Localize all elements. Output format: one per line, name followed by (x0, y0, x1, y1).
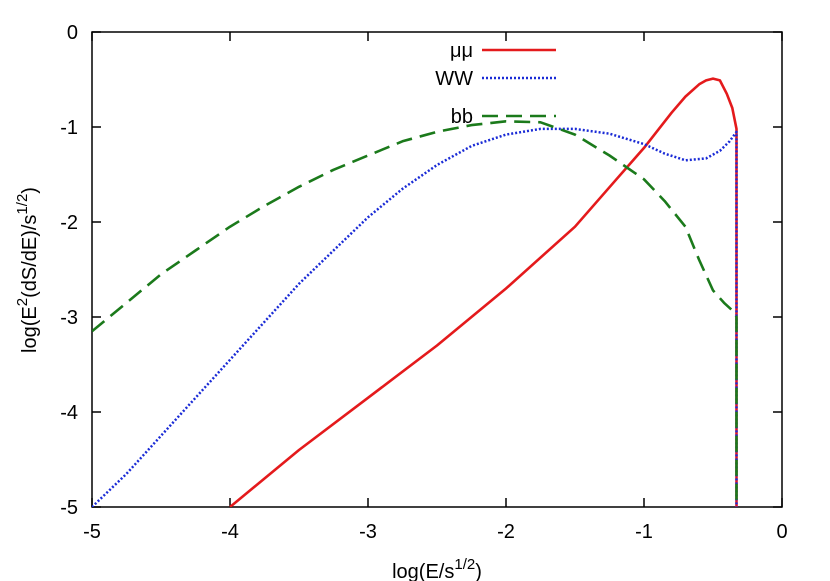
series-line-2 (92, 120, 738, 507)
plot-frame (91, 31, 783, 508)
series-line-1 (92, 127, 738, 507)
y-tick-label: -4 (60, 402, 78, 424)
x-tick-label: -4 (221, 521, 239, 543)
y-tick-label: -2 (60, 212, 78, 234)
y-tick-label: -3 (60, 307, 78, 329)
x-tick-label: -2 (497, 521, 515, 543)
x-tick-labels: -5 -4 -3 -2 -1 0 (83, 521, 787, 543)
legend-label-1: WW (435, 68, 473, 90)
legend: μμ WW bb (435, 40, 556, 128)
y-tick-label: -5 (60, 497, 78, 519)
series-layer (92, 77, 738, 507)
y-tick-label: -1 (60, 117, 78, 139)
x-tick-label: -3 (359, 521, 377, 543)
x-axis-label: log(E/s1/2) (392, 556, 482, 581)
series-line-0 (229, 77, 738, 507)
x-tick-label: -1 (635, 521, 653, 543)
x-tick-label: 0 (776, 521, 787, 543)
y-tick-label: 0 (67, 22, 78, 44)
y-axis-label: log(E2(dS/dE)/s1/2) (14, 187, 41, 353)
legend-label-2: bb (451, 106, 473, 128)
y-tick-labels: -5 -4 -3 -2 -1 0 (60, 22, 78, 519)
x-tick-label: -5 (83, 521, 101, 543)
legend-label-0: μμ (450, 40, 473, 62)
